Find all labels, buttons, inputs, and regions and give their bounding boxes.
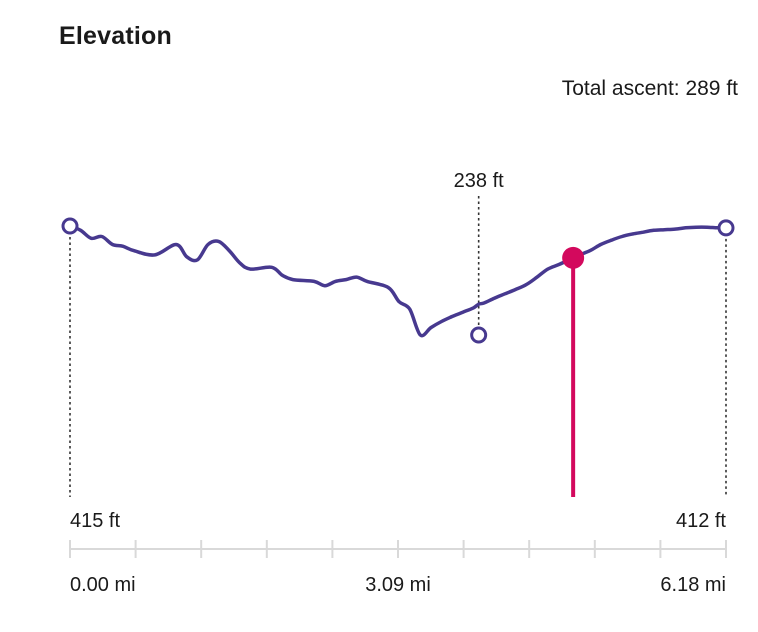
chart-title: Elevation [59,22,172,50]
x-axis-ticks [69,540,727,558]
elevation-point [717,219,735,237]
start-elevation-label: 415 ft [70,510,120,532]
min-elevation-label: 238 ft [454,170,504,192]
position-marker-dot[interactable] [562,246,585,269]
elevation-points [61,217,735,344]
position-marker[interactable] [562,246,585,497]
elevation-point [61,217,79,235]
x-tick-label-mid: 3.09 mi [365,574,431,596]
x-axis [69,540,727,558]
x-tick-label-end: 6.18 mi [660,574,726,596]
total-ascent-label: Total ascent: 289 ft [561,77,738,100]
x-tick-label-start: 0.00 mi [70,574,136,596]
elevation-point [470,326,488,344]
elevation-line [68,224,728,338]
end-elevation-label: 412 ft [676,510,726,532]
dotted-guides [69,196,727,497]
